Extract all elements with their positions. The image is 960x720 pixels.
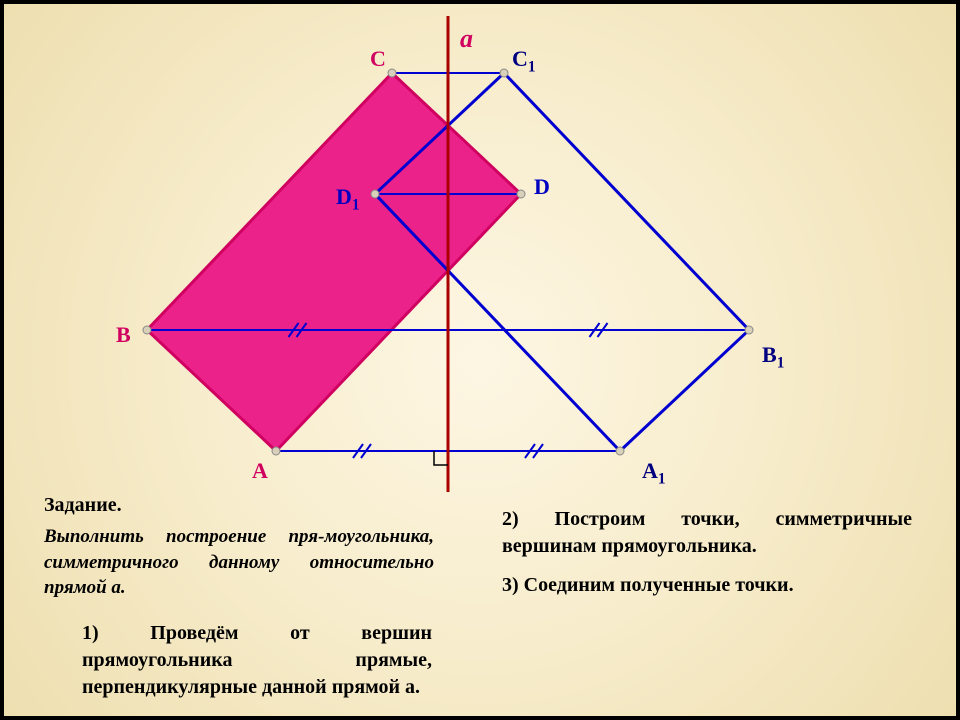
diagram-canvas: a C C1 D D1 B B1 A A1 Задание. Выполнить… bbox=[0, 0, 960, 720]
label-B: B bbox=[116, 322, 131, 348]
label-A: A bbox=[252, 458, 268, 484]
step-1: 1) Проведём от вершин прямоугольника пря… bbox=[82, 620, 432, 701]
label-C: C bbox=[370, 46, 386, 72]
label-C1: C1 bbox=[512, 46, 536, 76]
label-B1: B1 bbox=[762, 342, 784, 372]
step-2: 2) Построим точки, симметричные вершинам… bbox=[502, 506, 912, 560]
label-D: D bbox=[534, 174, 550, 200]
task-body: Выполнить построение пря-моугольника, си… bbox=[44, 524, 434, 601]
label-D1: D1 bbox=[336, 184, 360, 214]
label-A1: A1 bbox=[642, 458, 666, 488]
label-axis-a: a bbox=[460, 24, 473, 54]
task-title: Задание. bbox=[44, 494, 244, 517]
step-3: 3) Соединим полученные точки. bbox=[502, 572, 922, 599]
geometry-svg bbox=[4, 4, 956, 716]
